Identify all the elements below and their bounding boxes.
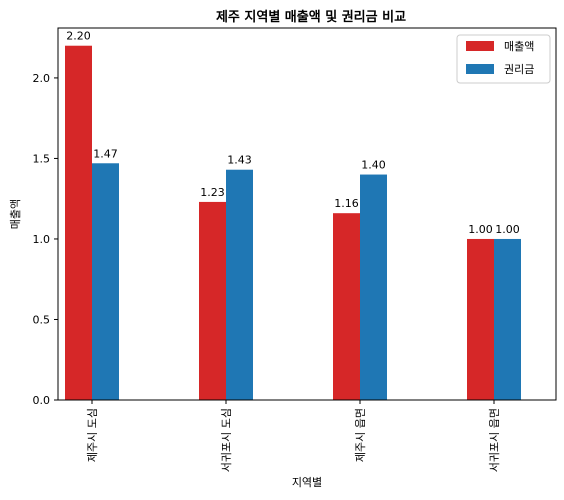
bar-premium-3 (360, 174, 387, 400)
x-tick-label-1: 제주시 도심 (86, 408, 99, 462)
y-tick-label-5: 2.0 (33, 72, 51, 85)
legend: 매출액 권리금 (456, 34, 551, 84)
bar-premium-1 (92, 163, 119, 400)
data-label-premium-3: 1.40 (361, 159, 386, 172)
bars-group (65, 45, 521, 400)
data-label-sales-3: 1.16 (334, 197, 359, 210)
y-axis: 0.0 0.5 1.0 1.5 2.0 (33, 72, 58, 407)
bar-sales-2 (199, 201, 226, 400)
data-label-premium-1: 1.47 (93, 147, 118, 160)
x-tick-label-2: 서귀포시 도심 (220, 408, 233, 472)
bar-sales-1 (65, 45, 92, 400)
bar-premium-4 (494, 238, 521, 400)
data-label-sales-4: 1.00 (468, 223, 493, 236)
x-tick-label-3: 제주시 읍면 (354, 408, 367, 462)
chart-title: 제주 지역별 매출액 및 권리금 비교 (216, 9, 406, 25)
legend-swatch-sales (466, 41, 494, 51)
y-axis-label: 매출액 (9, 199, 22, 229)
y-tick-label-4: 1.5 (33, 152, 51, 165)
bar-sales-3 (333, 213, 360, 400)
y-tick-label-1: 0.0 (33, 394, 51, 407)
x-tick-label-4: 서귀포시 읍면 (488, 408, 501, 472)
data-label-premium-4: 1.00 (495, 223, 520, 236)
y-tick-label-3: 1.0 (33, 233, 51, 246)
plot-frame (57, 27, 557, 401)
data-label-sales-2: 1.23 (200, 186, 225, 199)
x-axis-label: 지역별 (292, 476, 322, 489)
bar-sales-4 (467, 238, 494, 400)
bar-premium-2 (226, 169, 253, 400)
data-labels-group: 2.20 1.23 1.16 1.00 1.47 1.43 1.40 1.00 (66, 30, 520, 236)
data-label-sales-1: 2.20 (66, 30, 91, 43)
y-tick-label-2: 0.5 (33, 313, 51, 326)
x-axis: 제주시 도심 서귀포시 도심 제주시 읍면 서귀포시 읍면 (86, 400, 501, 472)
legend-swatch-premium (466, 64, 494, 74)
data-label-premium-2: 1.43 (227, 154, 252, 167)
legend-label-premium: 권리금 (504, 63, 534, 76)
legend-label-sales: 매출액 (504, 40, 534, 53)
